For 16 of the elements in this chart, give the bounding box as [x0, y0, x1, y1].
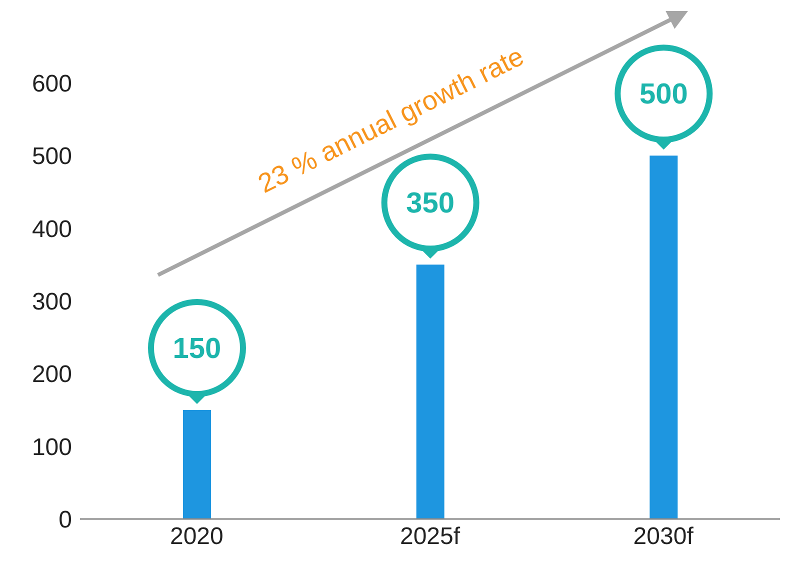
y-tick-label: 300 [32, 288, 72, 316]
data-label: 500 [639, 78, 688, 111]
bar [416, 264, 444, 519]
y-tick-label: 600 [32, 70, 72, 98]
x-tick-label: 2020 [170, 523, 224, 550]
x-tick-label: 2025f [400, 523, 460, 550]
y-tick-label: 100 [32, 434, 72, 461]
y-tick-label: 400 [32, 216, 72, 243]
y-tick-label: 200 [32, 361, 72, 388]
data-label: 350 [406, 188, 455, 220]
y-tick-label: 500 [32, 143, 72, 170]
data-label: 150 [172, 333, 222, 365]
y-tick-label: 0 [58, 506, 72, 534]
bar [183, 410, 211, 519]
x-tick-label: 2030f [633, 523, 694, 550]
bar [650, 156, 678, 519]
